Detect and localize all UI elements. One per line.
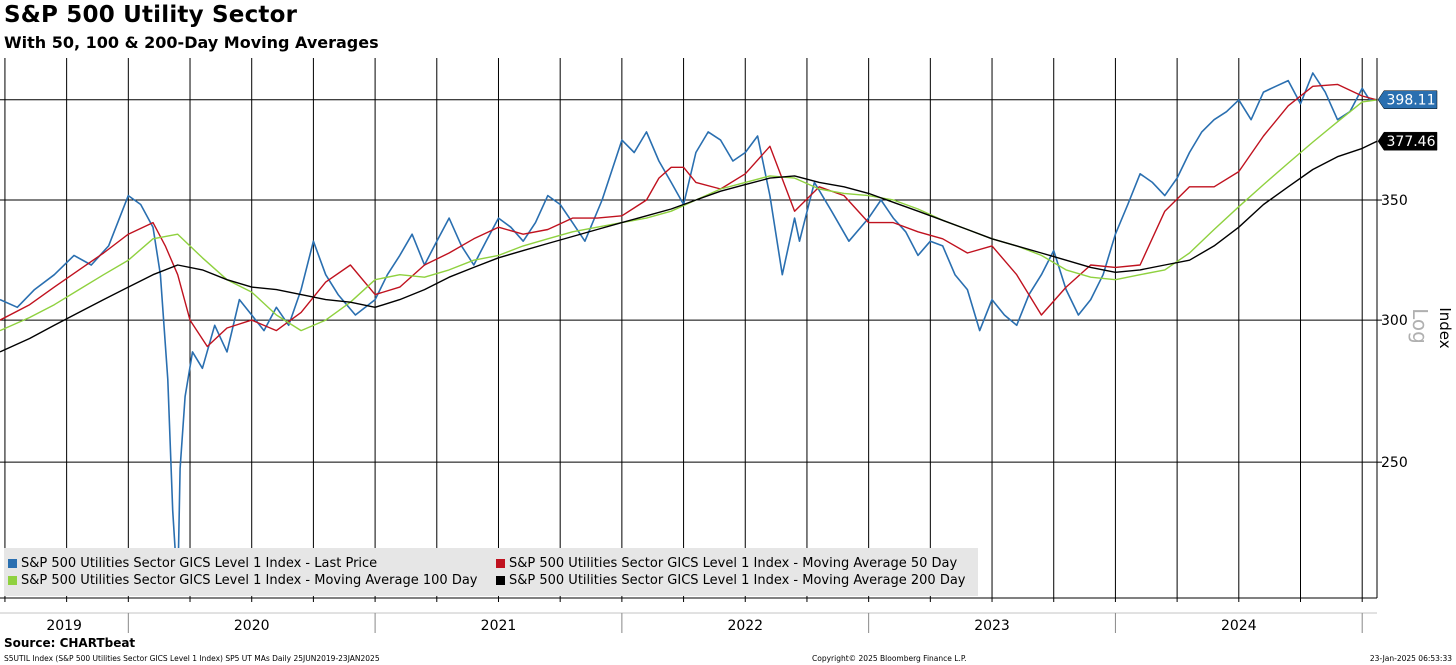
x-tick-label-2024: 2024 <box>1221 618 1257 634</box>
y-tick-label: 300 <box>1381 313 1408 329</box>
legend-label-ma200: S&P 500 Utilities Sector GICS Level 1 In… <box>509 573 966 588</box>
series-line-2 <box>0 99 1378 332</box>
footer-left: S5UTIL Index (S&P 500 Utilities Sector G… <box>4 654 380 663</box>
series-line-3 <box>0 140 1378 353</box>
legend-label-last-price: S&P 500 Utilities Sector GICS Level 1 In… <box>21 556 378 571</box>
footer-right: 23-Jan-2025 06:53:33 <box>1369 654 1452 663</box>
y-axis-title: Index <box>1436 307 1454 348</box>
last-value-tag-0: 398.11 <box>1377 90 1438 109</box>
legend-swatch-ma100 <box>8 576 17 585</box>
legend-swatch-ma50 <box>496 559 505 568</box>
legend-item-ma50: S&P 500 Utilities Sector GICS Level 1 In… <box>496 556 957 571</box>
x-tick-label-2021: 2021 <box>481 618 517 634</box>
legend-swatch-last-price <box>8 559 17 568</box>
last-value-tag-box <box>1377 90 1438 109</box>
chart-title: S&P 500 Utility Sector <box>4 2 298 28</box>
y-tick-label: 250 <box>1381 455 1408 471</box>
series-line-0 <box>0 72 1378 592</box>
legend-label-ma100: S&P 500 Utilities Sector GICS Level 1 In… <box>21 573 478 588</box>
legend-swatch-ma200 <box>496 576 505 585</box>
legend-item-last-price: S&P 500 Utilities Sector GICS Level 1 In… <box>8 556 377 571</box>
legend-item-ma100: S&P 500 Utilities Sector GICS Level 1 In… <box>8 573 478 588</box>
chart-subtitle: With 50, 100 & 200-Day Moving Averages <box>4 33 379 52</box>
series-line-1 <box>0 83 1378 348</box>
y-tick-label: 350 <box>1381 193 1408 209</box>
legend-label-ma50: S&P 500 Utilities Sector GICS Level 1 In… <box>509 556 958 571</box>
last-value-tag-label: 398.11 <box>1387 93 1436 109</box>
x-tick-label-2020: 2020 <box>234 618 270 634</box>
x-tick-label-2019: 2019 <box>46 618 82 634</box>
log-scale-label: Log <box>1408 308 1432 344</box>
chart-legend: S&P 500 Utilities Sector GICS Level 1 In… <box>4 548 978 596</box>
x-tick-label-2022: 2022 <box>727 618 763 634</box>
last-value-tag-box <box>1377 131 1438 151</box>
source-note: Source: CHARTbeat <box>4 636 136 650</box>
last-value-tag-1: 377.46 <box>1377 131 1438 151</box>
footer-center: Copyright© 2025 Bloomberg Finance L.P. <box>812 654 967 663</box>
legend-item-ma200: S&P 500 Utilities Sector GICS Level 1 In… <box>496 573 966 588</box>
last-value-tag-label: 377.46 <box>1387 134 1436 150</box>
x-tick-label-2023: 2023 <box>974 618 1010 634</box>
